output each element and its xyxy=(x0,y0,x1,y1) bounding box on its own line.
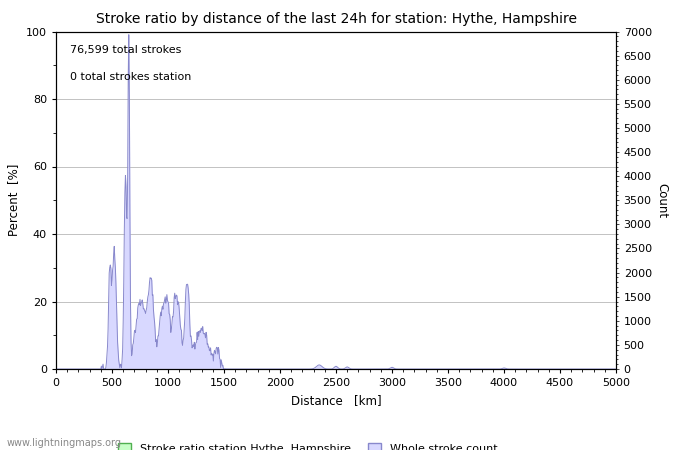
Text: www.lightningmaps.org: www.lightningmaps.org xyxy=(7,438,122,448)
Text: 0 total strokes station: 0 total strokes station xyxy=(70,72,191,82)
Y-axis label: Count: Count xyxy=(655,183,668,218)
Text: 76,599 total strokes: 76,599 total strokes xyxy=(70,45,181,55)
Y-axis label: Percent  [%]: Percent [%] xyxy=(8,164,20,236)
Title: Stroke ratio by distance of the last 24h for station: Hythe, Hampshire: Stroke ratio by distance of the last 24h… xyxy=(95,12,577,26)
Legend: Stroke ratio station Hythe, Hampshire, Whole stroke count: Stroke ratio station Hythe, Hampshire, W… xyxy=(113,439,503,450)
X-axis label: Distance   [km]: Distance [km] xyxy=(290,394,382,407)
